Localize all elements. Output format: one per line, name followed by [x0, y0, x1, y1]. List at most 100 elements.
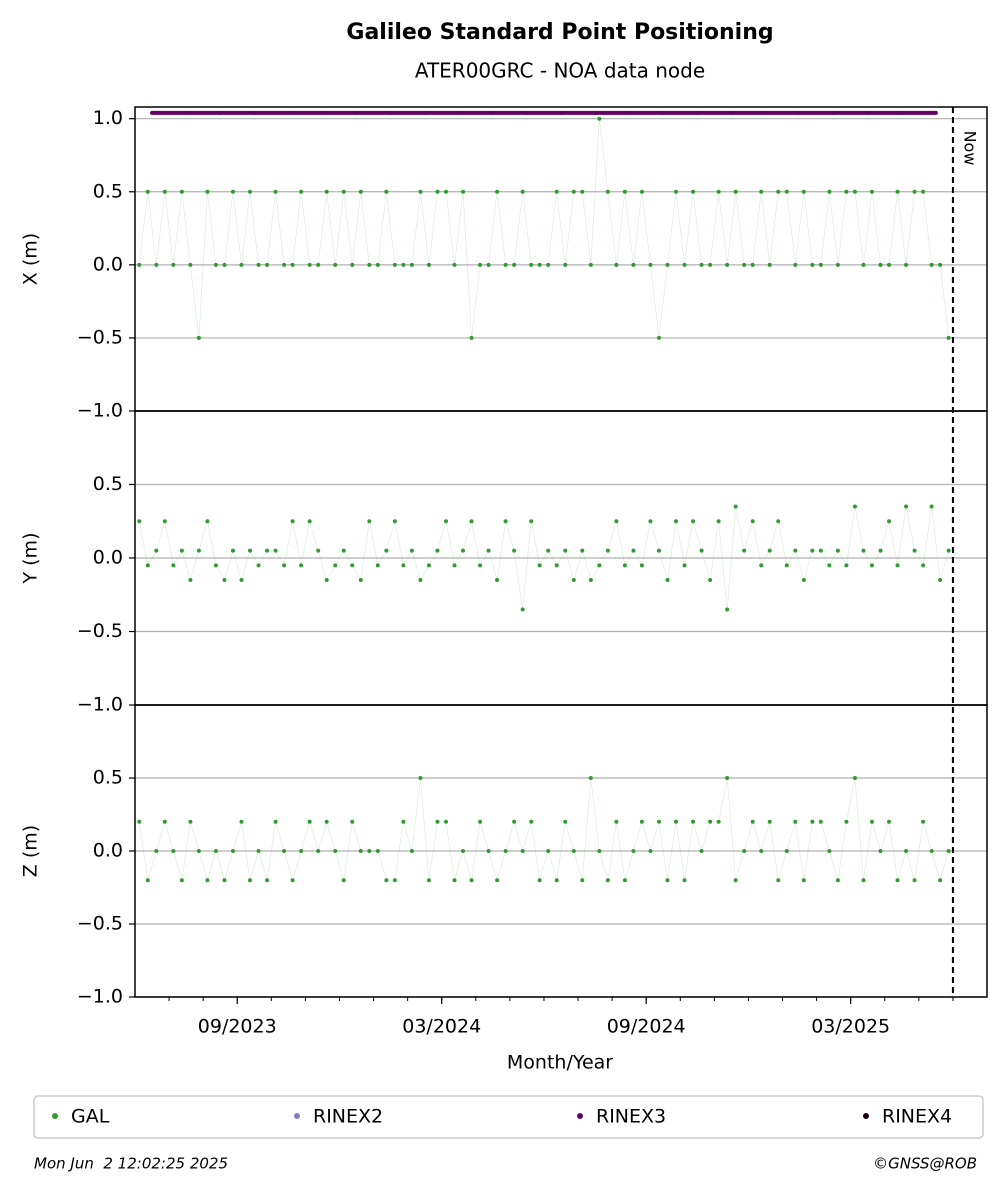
chart-subtitle: ATER00GRC - NOA data node	[415, 59, 705, 83]
data-point	[716, 519, 721, 524]
data-point	[418, 578, 423, 583]
data-point	[546, 849, 551, 853]
data-point	[797, 110, 802, 115]
data-point	[767, 819, 772, 824]
data-point	[401, 563, 406, 568]
data-point	[324, 819, 329, 824]
data-point	[869, 819, 874, 824]
x-tick-label: 03/2025	[811, 1016, 890, 1038]
footer-timestamp: Mon Jun 2 12:02:25 2025	[34, 1155, 228, 1173]
data-point	[375, 849, 380, 853]
data-point	[921, 819, 926, 824]
data-point	[443, 519, 448, 524]
data-point	[367, 519, 372, 524]
data-point	[401, 262, 406, 267]
data-point	[759, 563, 764, 568]
data-point	[273, 548, 278, 553]
legend-label: RINEX3	[596, 1106, 666, 1128]
data-point	[831, 110, 836, 115]
data-point	[631, 262, 636, 267]
data-point	[588, 262, 593, 267]
data-point	[627, 110, 632, 115]
data-point	[563, 548, 568, 553]
data-point	[818, 548, 823, 553]
data-point	[154, 262, 159, 267]
data-point	[810, 819, 815, 824]
data-point	[384, 548, 389, 553]
data-point	[162, 819, 167, 824]
y-tick-label: −1.0	[77, 694, 123, 716]
data-point	[205, 878, 210, 883]
data-point	[639, 819, 644, 824]
y-tick-label: 0.0	[93, 253, 123, 275]
legend-marker	[577, 1113, 583, 1119]
data-point	[461, 548, 466, 553]
data-point	[469, 335, 474, 340]
y-tick-label: −0.5	[77, 620, 123, 642]
data-point	[367, 849, 372, 853]
data-point	[563, 819, 568, 824]
data-point	[520, 607, 525, 612]
data-point	[929, 262, 934, 267]
y-tick-label: 0.0	[93, 840, 123, 862]
data-point	[418, 776, 423, 780]
data-point	[324, 189, 329, 194]
data-point	[256, 849, 261, 853]
data-point	[904, 262, 909, 267]
data-point	[759, 189, 764, 194]
data-point	[299, 849, 304, 853]
data-point	[401, 819, 406, 824]
data-point	[818, 819, 823, 824]
y-tick-label: −1.0	[77, 986, 123, 1008]
data-point	[256, 563, 261, 568]
data-point	[622, 563, 627, 568]
data-point	[248, 878, 253, 883]
data-point	[230, 849, 235, 853]
data-point	[861, 548, 866, 553]
data-point	[639, 563, 644, 568]
data-point	[495, 878, 500, 883]
data-point	[904, 849, 909, 853]
now-label: Now	[960, 131, 979, 166]
legend-marker	[294, 1113, 300, 1119]
data-point	[895, 563, 900, 568]
data-point	[154, 849, 159, 853]
data-point	[810, 548, 815, 553]
data-point	[912, 189, 917, 194]
data-point	[588, 578, 593, 583]
data-point	[196, 335, 201, 340]
data-point	[145, 563, 150, 568]
data-point	[290, 262, 295, 267]
data-point	[835, 548, 840, 553]
data-point	[392, 262, 397, 267]
data-point	[887, 819, 892, 824]
data-point	[307, 819, 312, 824]
panel-frame	[134, 106, 988, 412]
data-point	[252, 110, 257, 115]
data-point	[904, 504, 909, 509]
data-point	[938, 262, 943, 267]
data-point	[835, 262, 840, 267]
data-point	[512, 262, 517, 267]
data-point	[205, 519, 210, 524]
data-point	[742, 849, 747, 853]
x-tick-label: 09/2023	[198, 1016, 277, 1038]
data-point	[784, 849, 789, 853]
data-point	[422, 110, 427, 115]
y-tick-label: −0.5	[77, 913, 123, 935]
data-point	[656, 335, 661, 340]
data-point	[392, 878, 397, 883]
data-point	[912, 548, 917, 553]
data-point	[461, 849, 466, 853]
data-point	[801, 578, 806, 583]
y-axis-label: X (m)	[20, 233, 42, 285]
data-point	[912, 878, 917, 883]
data-point	[154, 548, 159, 553]
data-point	[614, 819, 619, 824]
data-point	[384, 189, 389, 194]
data-point	[588, 776, 593, 780]
data-point	[188, 262, 193, 267]
data-point	[674, 819, 679, 824]
data-point	[537, 563, 542, 568]
